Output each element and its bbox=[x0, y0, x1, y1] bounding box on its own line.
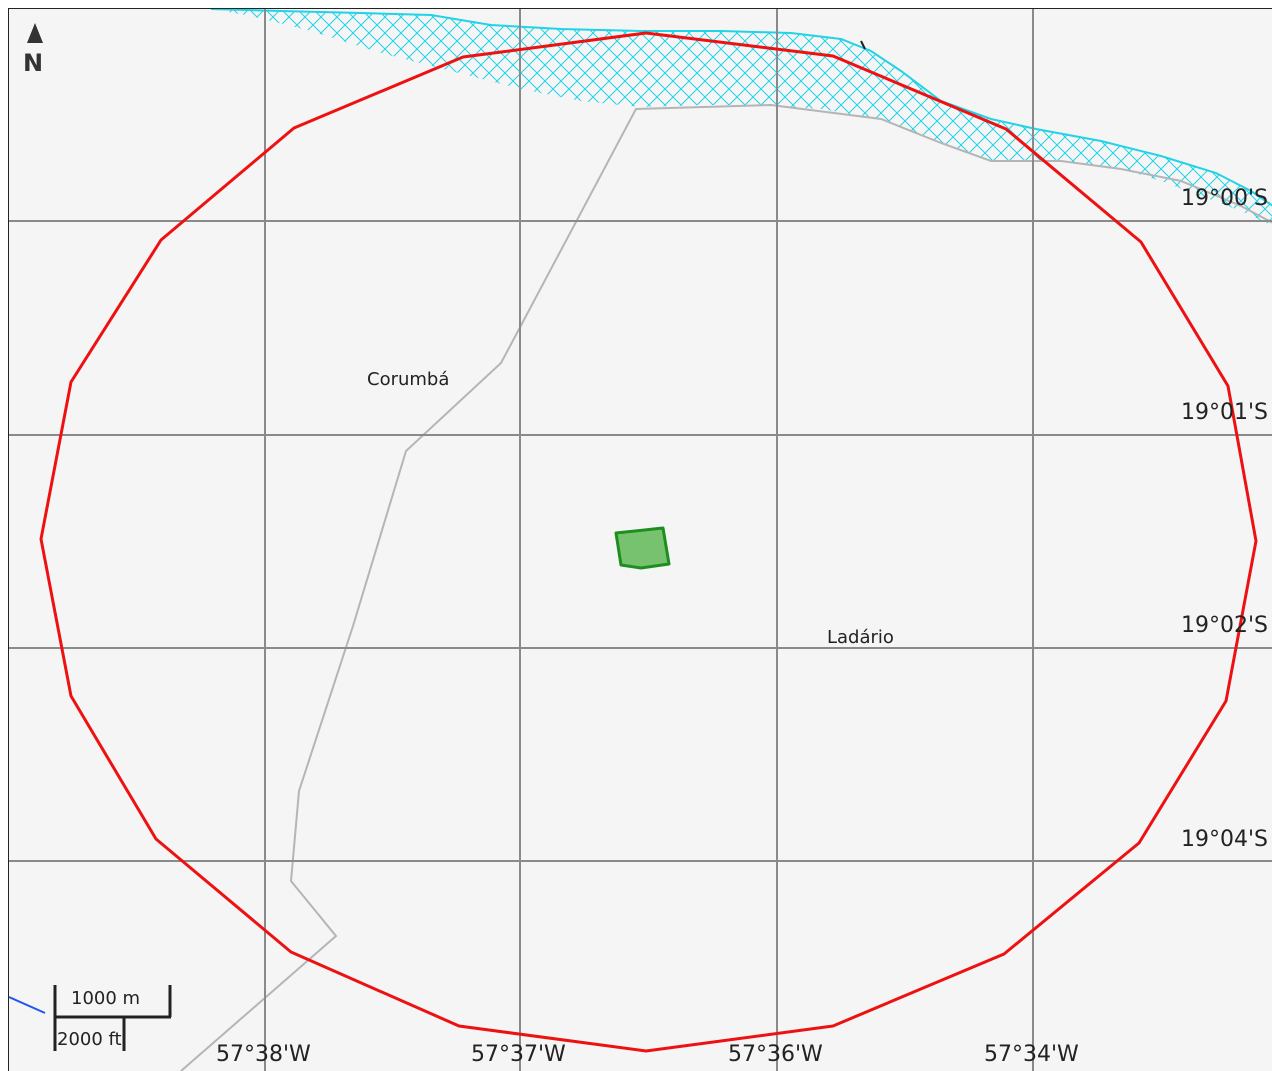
lon-label: 57°36'W bbox=[728, 1042, 823, 1067]
lon-label: 57°34'W bbox=[984, 1042, 1079, 1067]
lat-label: 19°04'S bbox=[1181, 827, 1268, 852]
north-arrow: N bbox=[23, 23, 43, 77]
map-canvas[interactable]: Corumbá Ladário 19°00'S 19°01'S 19°02'S … bbox=[8, 8, 1272, 1071]
road-line bbox=[9, 996, 46, 1014]
lat-label: 19°01'S bbox=[1181, 400, 1268, 425]
lon-label: 57°38'W bbox=[216, 1042, 311, 1067]
place-label-ladario: Ladário bbox=[827, 627, 894, 648]
river-water-area bbox=[211, 9, 1272, 226]
north-arrow-icon bbox=[27, 23, 43, 43]
scale-label-imperial: 2000 ft bbox=[57, 1029, 122, 1050]
graticule bbox=[9, 9, 1272, 1071]
river-bank-line bbox=[210, 9, 1272, 207]
scale-bar: 1000 m 2000 ft bbox=[51, 985, 175, 1051]
map-svg: Corumbá Ladário 19°00'S 19°01'S 19°02'S … bbox=[9, 9, 1272, 1071]
lat-label: 19°00'S bbox=[1181, 186, 1268, 211]
scale-label-metric: 1000 m bbox=[71, 988, 140, 1009]
site-polygon[interactable] bbox=[614, 526, 671, 570]
place-label-corumba: Corumbá bbox=[367, 369, 449, 390]
north-label: N bbox=[23, 49, 43, 77]
lon-label: 57°37'W bbox=[471, 1042, 566, 1067]
municipal-boundary-line bbox=[180, 103, 1272, 1071]
buffer-circle[interactable] bbox=[39, 31, 1258, 1053]
river-marker bbox=[860, 40, 866, 50]
lat-label: 19°02'S bbox=[1181, 613, 1268, 638]
